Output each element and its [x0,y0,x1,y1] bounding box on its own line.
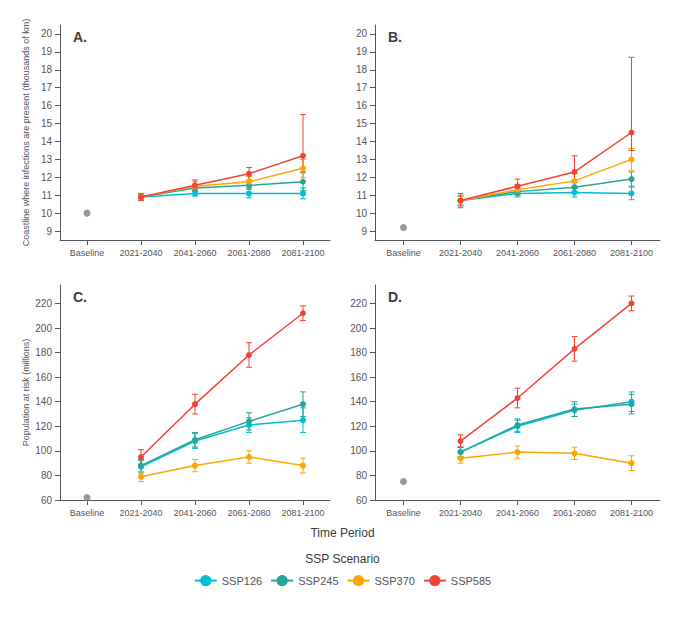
svg-text:Baseline: Baseline [70,508,105,518]
svg-text:2061-2080: 2061-2080 [553,248,596,258]
svg-text:11: 11 [42,190,53,201]
svg-text:Population at risk (millions): Population at risk (millions) [21,339,31,447]
svg-text:A.: A. [73,29,87,45]
svg-text:17: 17 [41,82,53,93]
svg-text:180: 180 [350,347,367,358]
svg-text:2041-2060: 2041-2060 [173,508,216,518]
svg-text:SSP245: SSP245 [298,575,338,587]
svg-text:2041-2060: 2041-2060 [496,508,539,518]
svg-text:15: 15 [41,118,53,129]
svg-text:2081-2100: 2081-2100 [281,248,324,258]
svg-text:B.: B. [388,29,402,45]
svg-text:140: 140 [35,396,52,407]
svg-text:9: 9 [361,226,367,237]
svg-text:2061-2080: 2061-2080 [227,248,270,258]
svg-text:12: 12 [356,172,368,183]
svg-text:80: 80 [356,470,368,481]
svg-text:Coastline where infections are: Coastline where infections are present (… [21,19,31,247]
svg-text:20: 20 [356,28,368,39]
svg-text:SSP585: SSP585 [451,575,491,587]
svg-text:60: 60 [41,495,53,506]
svg-text:15: 15 [356,118,368,129]
svg-text:9: 9 [46,226,52,237]
svg-text:Baseline: Baseline [386,248,421,258]
svg-text:10: 10 [356,208,368,219]
svg-text:SSP370: SSP370 [375,575,415,587]
svg-text:220: 220 [350,298,367,309]
svg-text:2041-2060: 2041-2060 [496,248,539,258]
svg-text:10: 10 [41,208,53,219]
svg-text:11: 11 [357,190,368,201]
svg-text:SSP126: SSP126 [222,575,262,587]
svg-text:18: 18 [356,64,368,75]
svg-text:13: 13 [41,154,53,165]
svg-text:2061-2080: 2061-2080 [553,508,596,518]
svg-text:12: 12 [41,172,53,183]
svg-text:160: 160 [350,372,367,383]
svg-text:20: 20 [41,28,53,39]
svg-text:14: 14 [356,136,368,147]
svg-text:17: 17 [356,82,368,93]
svg-text:60: 60 [356,495,368,506]
svg-text:19: 19 [356,46,368,57]
svg-text:160: 160 [35,372,52,383]
svg-text:2041-2060: 2041-2060 [173,248,216,258]
svg-text:Baseline: Baseline [70,248,105,258]
svg-text:180: 180 [35,347,52,358]
svg-text:200: 200 [35,323,52,334]
svg-text:C.: C. [73,289,87,305]
svg-text:100: 100 [35,445,52,456]
svg-text:100: 100 [350,445,367,456]
svg-text:D.: D. [388,289,402,305]
svg-text:13: 13 [356,154,368,165]
svg-text:220: 220 [35,298,52,309]
svg-text:Time Period: Time Period [310,526,374,540]
svg-text:Baseline: Baseline [386,508,421,518]
svg-text:140: 140 [350,396,367,407]
svg-text:2021-2040: 2021-2040 [439,248,482,258]
svg-text:2021-2040: 2021-2040 [119,508,162,518]
svg-text:120: 120 [35,421,52,432]
svg-text:120: 120 [350,421,367,432]
svg-text:19: 19 [41,46,53,57]
svg-text:14: 14 [41,136,53,147]
svg-text:2021-2040: 2021-2040 [119,248,162,258]
svg-text:2021-2040: 2021-2040 [439,508,482,518]
svg-text:2081-2100: 2081-2100 [610,248,653,258]
svg-text:80: 80 [41,470,53,481]
svg-text:16: 16 [356,100,368,111]
svg-text:2061-2080: 2061-2080 [227,508,270,518]
svg-text:200: 200 [350,323,367,334]
svg-text:18: 18 [41,64,53,75]
svg-text:SSP Scenario: SSP Scenario [305,552,380,566]
svg-text:2081-2100: 2081-2100 [281,508,324,518]
svg-text:2081-2100: 2081-2100 [610,508,653,518]
svg-text:16: 16 [41,100,53,111]
